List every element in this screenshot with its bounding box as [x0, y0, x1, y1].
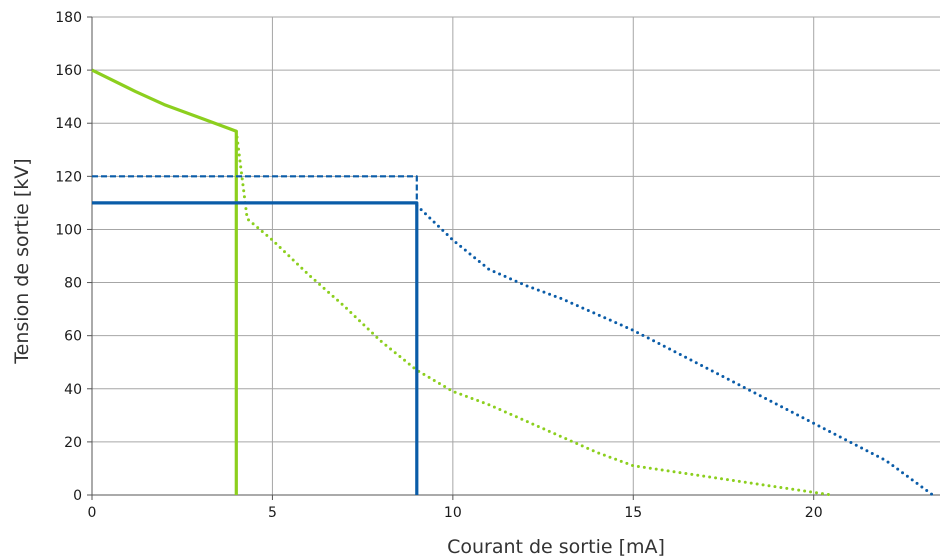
series-line-2 [234, 129, 834, 497]
y-tick-label: 40 [64, 382, 82, 398]
y-tick-label: 100 [55, 222, 82, 238]
series-line-3 [92, 201, 419, 495]
series-group [91, 68, 935, 497]
x-tick-label: 15 [624, 505, 642, 521]
y-tick-label: 180 [55, 10, 82, 26]
axes [87, 16, 940, 500]
x-tick-label: 20 [805, 505, 823, 521]
x-tick-label: 5 [268, 505, 277, 521]
y-axis-label: Tension de sortie [kV] [11, 158, 33, 364]
y-tick-label: 80 [64, 276, 82, 292]
series-line-1 [91, 68, 238, 495]
x-axis-label: Courant de sortie [mA] [447, 536, 665, 558]
y-tick-label: 120 [55, 169, 82, 185]
y-tick-label: 140 [55, 116, 82, 132]
y-tick-label: 60 [64, 329, 82, 345]
y-tick-label: 160 [55, 63, 82, 79]
series-line-4 [92, 175, 418, 206]
y-tick-label: 0 [73, 488, 82, 504]
tick-labels: 0 20 40 60 80 100 120 140 160 180 0 5 10 15 20 [55, 10, 822, 521]
grid [92, 16, 940, 495]
x-tick-label: 10 [444, 505, 462, 521]
y-tick-label: 20 [64, 435, 82, 451]
series-line-5 [415, 204, 935, 497]
x-tick-label: 0 [88, 505, 97, 521]
